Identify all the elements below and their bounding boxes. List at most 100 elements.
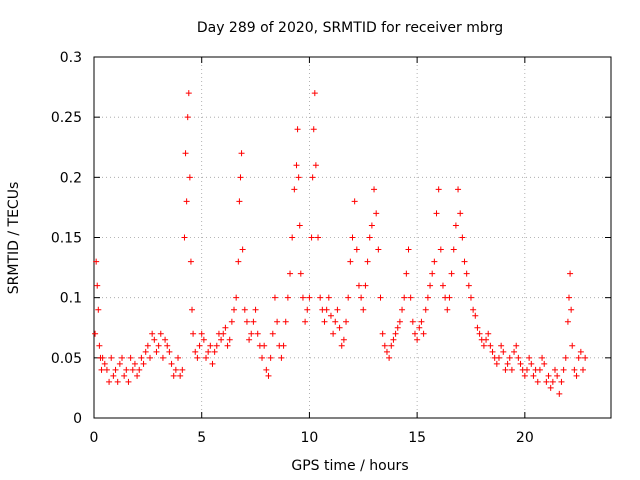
data-point [259,354,266,361]
data-point [435,186,442,193]
data-point [164,342,171,349]
data-point [422,306,429,313]
data-point [243,318,250,325]
data-point [123,366,130,373]
data-point [487,342,494,349]
data-point [231,306,238,313]
data-point [147,354,154,361]
data-point [261,342,268,349]
data-point [463,270,470,277]
data-point [284,294,291,301]
data-point [151,336,158,343]
data-point [289,234,296,241]
data-point [549,378,556,385]
data-point [263,366,270,373]
data-point [274,318,281,325]
data-point [543,378,550,385]
data-point [377,294,384,301]
x-tick-label: 15 [408,430,426,446]
data-point [500,348,507,355]
data-point [155,342,162,349]
data-point [575,354,582,361]
data-point [483,336,490,343]
data-point [321,318,328,325]
data-point [134,372,141,379]
axis-ticks: 0 0.05 0.1 0.15 0.2 0.25 0.3 0 5 10 15 20 [51,50,611,446]
data-point [108,354,115,361]
data-point [547,384,554,391]
data-point [222,324,229,331]
data-point [309,174,316,181]
data-point [558,378,565,385]
data-point [571,366,578,373]
data-point [149,330,156,337]
data-point [198,330,205,337]
data-point [373,210,380,217]
data-point [186,174,193,181]
data-point [530,372,537,379]
data-point [172,366,179,373]
data-point [110,372,117,379]
x-tick-label: 0 [90,430,99,446]
data-point [131,360,138,367]
data-point [200,336,207,343]
data-point [317,294,324,301]
data-point [226,336,233,343]
data-point [144,342,151,349]
data-point [534,378,541,385]
data-point [446,294,453,301]
data-point [392,330,399,337]
data-point [106,378,113,385]
data-point [269,330,276,337]
data-point [177,372,184,379]
data-point [521,372,528,379]
data-point [368,222,375,229]
data-point [311,90,318,97]
data-point [459,234,466,241]
data-point [551,366,558,373]
data-point [355,282,362,289]
data-point [390,336,397,343]
data-point [360,306,367,313]
data-point [238,150,245,157]
data-point [381,342,388,349]
data-point [325,294,332,301]
data-point [579,366,586,373]
data-point [236,198,243,205]
data-point [116,360,123,367]
data-point [450,246,457,253]
data-point [95,306,102,313]
data-point [138,354,145,361]
data-point [388,342,395,349]
x-tick-label: 5 [197,430,206,446]
data-point [394,324,401,331]
data-point [278,354,285,361]
data-point [564,318,571,325]
data-point [323,306,330,313]
data-point [302,318,309,325]
data-point [439,282,446,289]
data-point [233,294,240,301]
x-tick-label: 20 [516,430,534,446]
data-point [448,270,455,277]
data-point [424,294,431,301]
data-point [189,306,196,313]
data-point [401,294,408,301]
data-point [407,294,414,301]
data-point [196,342,203,349]
data-point [437,246,444,253]
data-point [194,354,201,361]
data-point [205,348,212,355]
data-point [541,360,548,367]
data-point [140,360,147,367]
data-point [455,186,462,193]
data-point [248,330,255,337]
data-point [129,366,136,373]
data-point [474,324,481,331]
data-point [294,126,301,133]
y-tick-label: 0.05 [51,351,82,367]
data-point [452,222,459,229]
data-point [429,270,436,277]
data-point [315,234,322,241]
